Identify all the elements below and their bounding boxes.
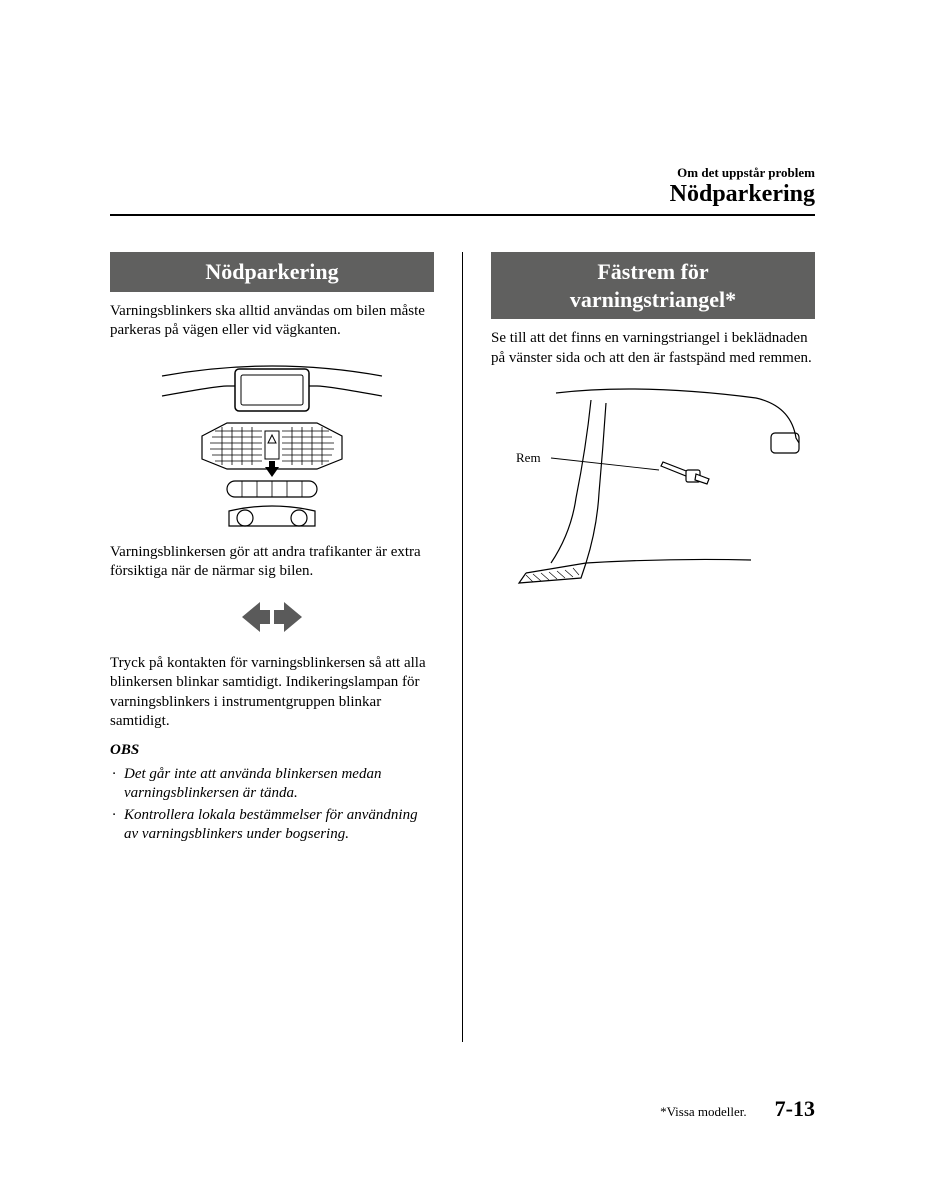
content-columns: Nödparkering Varningsblinkers ska alltid… (110, 252, 815, 1042)
left-para-1: Varningsblinkers ska alltid användas om … (110, 302, 434, 341)
obs-item: Kontrollera lokala bestämmelser för anvä… (124, 806, 434, 845)
hazard-arrows-icon (212, 592, 332, 642)
obs-heading: OBS (110, 742, 434, 759)
page-header: Om det uppstår problem Nödparkering (110, 165, 815, 208)
hazard-arrows-figure (110, 592, 434, 642)
right-para-1: Se till att det finns en varningstriange… (491, 329, 815, 368)
right-title: Fästrem för varningstriangel* (491, 252, 815, 319)
page-footer: *Vissa modeller. 7-13 (660, 1096, 815, 1122)
manual-page: Om det uppstår problem Nödparkering Nödp… (0, 0, 925, 1200)
section-label: Nödparkering (110, 181, 815, 208)
trunk-figure: Rem (491, 378, 815, 598)
column-divider (462, 252, 463, 1042)
left-para-3: Tryck på kontakten för varningsblinkerse… (110, 654, 434, 732)
obs-item: Det går inte att använda blinkersen meda… (124, 765, 434, 804)
left-title: Nödparkering (110, 252, 434, 292)
rem-label: Rem (516, 450, 541, 465)
left-column: Nödparkering Varningsblinkers ska alltid… (110, 252, 434, 1042)
right-title-line2: varningstriangel* (570, 287, 736, 312)
obs-list: Det går inte att använda blinkersen meda… (110, 765, 434, 845)
dashboard-illustration (157, 351, 387, 531)
footnote: *Vissa modeller. (660, 1104, 747, 1120)
right-title-line1: Fästrem för (597, 259, 708, 284)
trunk-illustration: Rem (491, 378, 811, 598)
chapter-label: Om det uppstår problem (110, 165, 815, 181)
left-para-2: Varningsblinkersen gör att andra trafika… (110, 543, 434, 582)
dashboard-figure (110, 351, 434, 531)
right-column: Fästrem för varningstriangel* Se till at… (491, 252, 815, 1042)
page-number: 7-13 (775, 1096, 815, 1122)
header-rule (110, 214, 815, 216)
